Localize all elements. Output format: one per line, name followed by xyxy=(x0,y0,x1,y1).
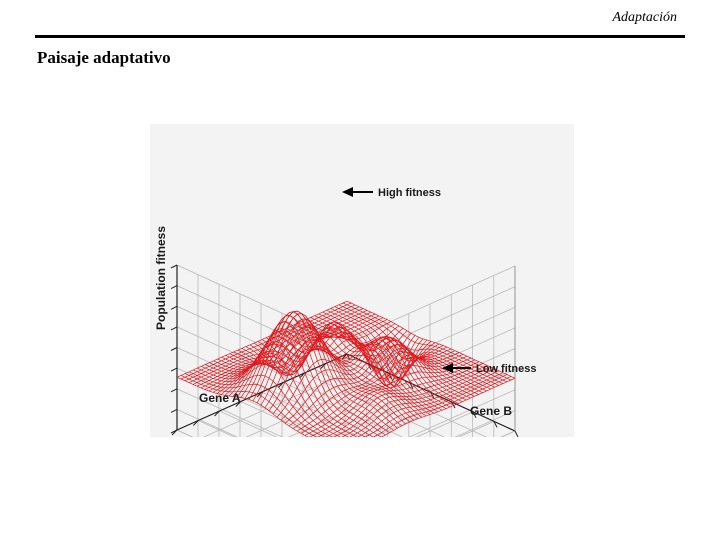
surface-mesh-line xyxy=(380,377,516,437)
z-tick xyxy=(170,367,178,372)
floor-grid-line xyxy=(198,420,236,437)
surface-mesh-line xyxy=(232,321,404,397)
gene-a-tick xyxy=(171,429,178,436)
floor-grid-line xyxy=(240,401,320,437)
surface-mesh-line xyxy=(212,317,384,393)
axes xyxy=(170,264,519,437)
gene-a-tick xyxy=(277,382,284,388)
section-title: Adaptación xyxy=(612,10,677,25)
wall-grid-line xyxy=(176,409,239,437)
gene-b-tick xyxy=(409,382,414,390)
floor-grid-line xyxy=(219,410,278,437)
gene-b-tick xyxy=(514,430,519,437)
surface-mesh-line xyxy=(268,336,440,412)
surface-mesh-line xyxy=(260,318,432,406)
surface-mesh-line xyxy=(228,323,400,397)
surface-mesh-line xyxy=(357,372,504,437)
floor-grid-line xyxy=(372,401,453,437)
gene-b-tick xyxy=(430,392,435,399)
low-fitness-arrow xyxy=(442,363,471,373)
population-fitness-axis-label: Population fitness xyxy=(154,226,168,330)
gene-a-tick xyxy=(341,353,348,360)
surface-mesh-line xyxy=(180,302,352,380)
surface-mesh-line xyxy=(284,339,456,424)
fitness-landscape-figure: High fitness Low fitness Gene A Gene B P… xyxy=(150,124,574,437)
surface-mesh-line xyxy=(300,357,472,434)
surface-mesh-line xyxy=(292,350,464,429)
z-tick xyxy=(170,285,178,290)
surface-mesh-line xyxy=(272,337,444,415)
gene-a-axis-label: Gene A xyxy=(199,391,241,405)
z-tick xyxy=(170,408,178,413)
surface-mesh-line xyxy=(349,370,500,437)
gene-b-tick xyxy=(472,411,477,419)
gene-a-tick xyxy=(320,363,327,369)
surface-mesh-line xyxy=(216,319,388,394)
wall-grid-line xyxy=(454,410,516,437)
surface-mesh-line xyxy=(317,363,484,437)
surface-mesh-line xyxy=(204,313,376,390)
wall-grid-line xyxy=(176,305,346,384)
slide-title: Paisaje adaptativo xyxy=(37,48,171,67)
gene-a-tick xyxy=(214,410,220,417)
surface-mesh-line xyxy=(372,376,512,437)
surface-mesh-line xyxy=(322,311,491,390)
gene-a-tick xyxy=(192,420,199,426)
surface-mesh-line xyxy=(188,306,360,383)
surface-mesh-line xyxy=(280,336,452,421)
fitness-surface-mesh xyxy=(176,300,516,437)
z-tick xyxy=(170,388,178,393)
z-tick xyxy=(170,305,178,310)
surface-mesh-line xyxy=(208,315,380,392)
z-tick xyxy=(170,347,178,351)
gene-a-tick xyxy=(256,391,263,398)
surface-mesh-line xyxy=(325,365,488,437)
high-fitness-label: High fitness xyxy=(378,187,441,199)
surface-mesh-line xyxy=(309,361,480,437)
surface-mesh-line xyxy=(200,311,372,389)
z-tick xyxy=(170,326,178,331)
floor-grid-line xyxy=(415,411,474,437)
surface-mesh-line xyxy=(341,368,496,437)
surface-mesh-line xyxy=(184,304,356,382)
low-fitness-label: Low fitness xyxy=(476,363,537,375)
background-grid xyxy=(176,264,516,437)
gene-a-tick xyxy=(235,401,242,407)
surface-mesh-line xyxy=(240,320,412,398)
surface-mesh-line xyxy=(264,326,436,408)
surface-mesh-line xyxy=(192,308,364,385)
surface-mesh-line xyxy=(296,355,468,432)
surface-mesh-line xyxy=(333,366,492,437)
surface-mesh-line xyxy=(364,374,508,437)
gene-a-tick xyxy=(299,372,305,379)
floor-grid-line xyxy=(245,372,390,437)
z-tick xyxy=(170,264,178,269)
surface-mesh-line xyxy=(248,311,420,400)
floor-grid-line xyxy=(458,421,495,437)
surface-mesh-line xyxy=(176,300,348,378)
surface-mesh-line xyxy=(196,310,368,387)
surface-mesh-line xyxy=(256,313,428,403)
wall-grid-line xyxy=(344,286,516,363)
gene-b-tick xyxy=(493,421,498,428)
gene-b-axis-label: Gene B xyxy=(470,404,512,418)
high-fitness-arrow xyxy=(342,187,373,197)
fitness-landscape-svg: High fitness Low fitness Gene A Gene B P… xyxy=(154,187,537,437)
header-divider xyxy=(35,35,685,38)
